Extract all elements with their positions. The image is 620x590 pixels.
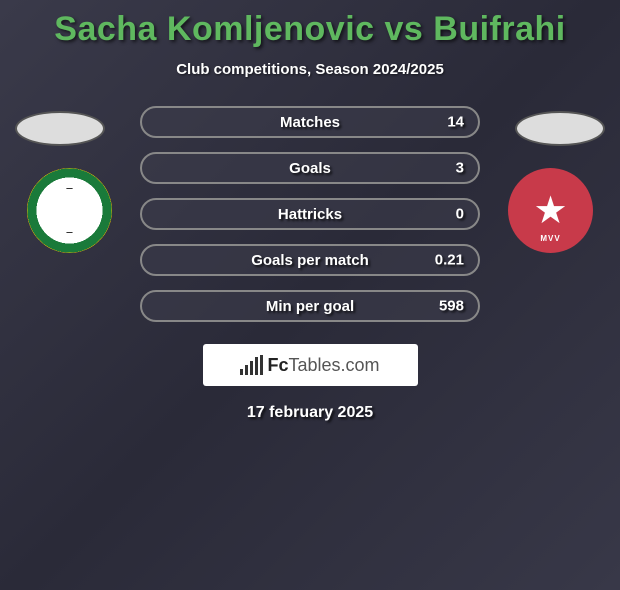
- stat-value-right: 3: [456, 160, 464, 177]
- stat-label: Goals per match: [251, 252, 369, 269]
- stats-rows: Matches 14 Goals 3 Hattricks 0 Goals per match…: [140, 106, 480, 322]
- stat-row: Matches 14: [140, 106, 480, 138]
- stat-value-right: 14: [447, 114, 464, 131]
- logo-prefix: Fc: [267, 355, 288, 375]
- stat-label: Hattricks: [278, 206, 342, 223]
- logo-suffix: Tables.com: [288, 355, 379, 375]
- stat-row: Hattricks 0: [140, 198, 480, 230]
- stat-value-right: 0.21: [435, 252, 464, 269]
- comparison-content: ★ MVV Matches 14 Goals 3 Hattricks 0 Goals per…: [0, 106, 620, 422]
- stat-label: Goals: [289, 160, 331, 177]
- club-badge-left: [27, 168, 112, 253]
- player-right-silhouette: [515, 111, 605, 146]
- season-subtitle: Club competitions, Season 2024/2025: [0, 61, 620, 78]
- club-badge-right: ★ MVV: [508, 168, 593, 253]
- stat-row: Goals per match 0.21: [140, 244, 480, 276]
- stork-icon: [55, 188, 85, 233]
- star-icon: ★: [533, 192, 567, 230]
- stat-label: Matches: [280, 114, 340, 131]
- stat-row: Goals 3: [140, 152, 480, 184]
- snapshot-date: 17 february 2025: [0, 404, 620, 422]
- club-badge-right-label: MVV: [540, 234, 560, 243]
- stat-row: Min per goal 598: [140, 290, 480, 322]
- fctables-logo: FcTables.com: [203, 344, 418, 386]
- stat-value-right: 598: [439, 298, 464, 315]
- player-left-silhouette: [15, 111, 105, 146]
- bars-icon: [240, 355, 263, 375]
- page-title: Sacha Komljenovic vs Buifrahi: [0, 10, 620, 49]
- stat-label: Min per goal: [266, 298, 354, 315]
- stat-value-right: 0: [456, 206, 464, 223]
- logo-text: FcTables.com: [267, 355, 379, 376]
